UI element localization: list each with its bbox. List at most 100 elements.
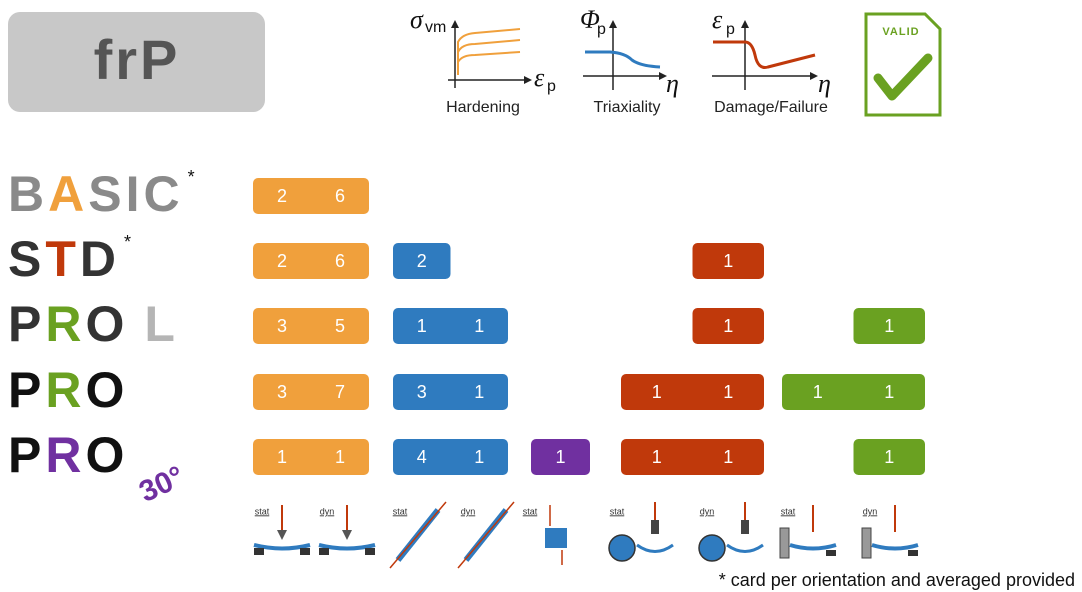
plot-y-sub: p — [726, 21, 735, 38]
pill-value: 1 — [474, 382, 484, 402]
support — [254, 548, 264, 555]
plot-y-sub: vm — [425, 19, 446, 36]
value-pill — [692, 243, 764, 279]
support — [300, 548, 310, 555]
pill-value: 3 — [277, 316, 287, 336]
pill-value: 1 — [652, 447, 662, 467]
value-pill — [393, 374, 508, 410]
pill-value: 6 — [335, 186, 345, 206]
pill-value: 3 — [417, 382, 427, 402]
plot-caption: Damage/Failure — [714, 99, 828, 116]
value-pill — [621, 439, 764, 475]
plot-caption: Hardening — [446, 99, 520, 116]
punch — [651, 520, 659, 534]
value-pill — [531, 439, 590, 475]
arrow — [457, 501, 515, 569]
pill-value: 2 — [417, 251, 427, 271]
support — [319, 548, 329, 555]
punch — [342, 530, 352, 540]
test-label: dyn — [320, 506, 335, 516]
test-label: stat — [255, 506, 270, 516]
plot-x-symbol: η — [818, 69, 831, 98]
support — [365, 548, 375, 555]
plot-x-symbol: η — [666, 69, 679, 98]
value-pill — [253, 439, 369, 475]
pill-value: 1 — [884, 316, 894, 336]
punch — [277, 530, 287, 540]
pill-value: 1 — [652, 382, 662, 402]
clamp — [779, 527, 790, 559]
level-label: STD — [8, 231, 120, 287]
value-pill — [782, 374, 925, 410]
plot-y-sub: p — [597, 21, 606, 38]
valid-label: VALID — [882, 26, 919, 38]
pill-value: 1 — [474, 316, 484, 336]
pill-value: 6 — [335, 251, 345, 271]
level-note: * — [188, 167, 195, 187]
pill-value: 7 — [335, 382, 345, 402]
test-icon — [698, 502, 764, 562]
value-pill — [393, 243, 451, 279]
test-icon — [861, 505, 919, 559]
footnote: * card per orientation and averaged prov… — [719, 570, 1075, 590]
level-label: PRO — [8, 296, 128, 352]
value-pill — [253, 374, 369, 410]
level-note: * — [124, 232, 131, 252]
specimen — [545, 528, 567, 548]
plot-caption: Triaxiality — [594, 99, 661, 116]
pill-value: 1 — [813, 382, 823, 402]
level-label: PRO — [8, 362, 128, 418]
pill-value: 1 — [884, 447, 894, 467]
hardening-plot — [448, 20, 532, 88]
test-icon — [779, 505, 837, 559]
clamp — [861, 527, 872, 559]
specimen — [726, 543, 764, 553]
triaxiality-plot — [583, 20, 667, 90]
level-label: BASIC — [8, 166, 184, 222]
test-label: stat — [523, 506, 538, 516]
logo: frP — [94, 28, 181, 91]
pill-value: 1 — [723, 447, 733, 467]
specimen — [789, 543, 837, 551]
value-pill — [692, 308, 764, 344]
value-pill — [853, 308, 925, 344]
plot-y-symbol: σ — [410, 5, 424, 34]
plot-y-symbol: Φ — [580, 5, 600, 34]
pill-value: 2 — [277, 186, 287, 206]
pill-value: 3 — [277, 382, 287, 402]
pill-value: 1 — [335, 447, 345, 467]
pill-value: 1 — [555, 447, 565, 467]
roller — [698, 534, 726, 562]
value-pill — [393, 308, 508, 344]
valid-card — [864, 12, 942, 117]
pill-value: 1 — [723, 316, 733, 336]
specimen — [871, 543, 919, 551]
level-suffix: 30° — [134, 460, 189, 509]
value-pill — [253, 308, 369, 344]
test-label: dyn — [863, 506, 878, 516]
pill-value: 4 — [417, 447, 427, 467]
damage-plot — [712, 20, 818, 90]
arrow — [389, 501, 447, 569]
plot-x-sub: p — [547, 78, 556, 95]
pill-value: 2 — [277, 251, 287, 271]
pill-value: 1 — [723, 251, 733, 271]
value-pill — [393, 439, 508, 475]
pill-value: 1 — [474, 447, 484, 467]
test-icon — [608, 502, 674, 562]
test-icon — [545, 505, 567, 565]
value-pill — [621, 374, 764, 410]
test-label: stat — [781, 506, 796, 516]
specimen — [636, 543, 674, 553]
test-label: stat — [393, 506, 408, 516]
pill-value: 1 — [723, 382, 733, 402]
specimen — [318, 543, 376, 551]
level-suffix: L — [144, 296, 179, 352]
value-pill — [853, 439, 925, 475]
pill-value: 1 — [277, 447, 287, 467]
test-label: dyn — [461, 506, 476, 516]
test-label: stat — [610, 506, 625, 516]
test-icon — [389, 501, 447, 569]
punch — [741, 520, 749, 534]
